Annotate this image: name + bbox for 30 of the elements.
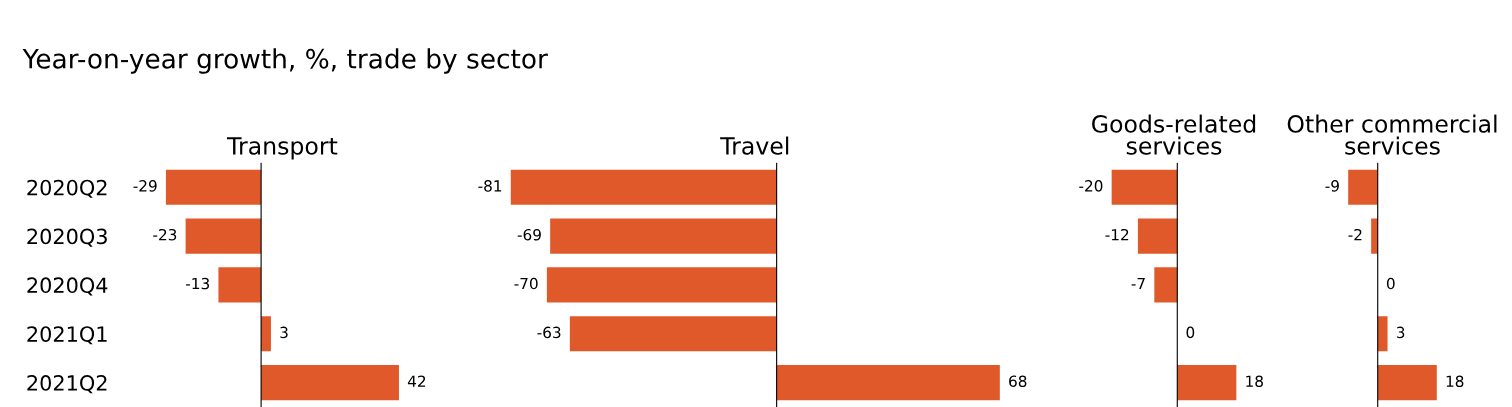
data-label: -70 <box>514 277 538 290</box>
y-tick-label: 2020Q3 <box>27 228 107 247</box>
y-tick-label: 2020Q2 <box>27 179 107 198</box>
y-tick-label: 2021Q1 <box>27 326 107 345</box>
data-label: 42 <box>407 375 426 387</box>
chart-title: Travel <box>720 136 789 155</box>
data-label: 18 <box>1246 375 1263 388</box>
data-label: -12 <box>1105 228 1129 241</box>
chart-title: Goods-related services <box>1092 114 1256 155</box>
text: Year-on-year growth, %, trade by sector <box>22 48 548 74</box>
data-label: -2 <box>1348 228 1362 241</box>
data-label: -29 <box>133 180 157 192</box>
data-label: -7 <box>1131 277 1145 290</box>
data-label: -9 <box>1325 180 1339 192</box>
data-label: 0 <box>1386 277 1395 290</box>
data-label: -81 <box>478 180 502 192</box>
data-label: -13 <box>186 277 209 290</box>
y-tick-label: 2020Q4 <box>27 277 108 296</box>
data-label: -63 <box>537 326 561 339</box>
data-label: -23 <box>153 228 177 241</box>
data-label: -69 <box>517 228 541 241</box>
chart-title: Other commercial services <box>1287 114 1497 155</box>
data-label: 68 <box>1009 375 1027 388</box>
chart-title: Transport <box>226 137 338 160</box>
data-label: 3 <box>280 326 288 339</box>
data-label: 3 <box>1396 326 1405 339</box>
data-label: -20 <box>1079 180 1103 192</box>
y-tick-label: 2021Q2 <box>27 375 107 394</box>
data-label: 0 <box>1186 326 1195 339</box>
data-label: 18 <box>1446 375 1464 388</box>
